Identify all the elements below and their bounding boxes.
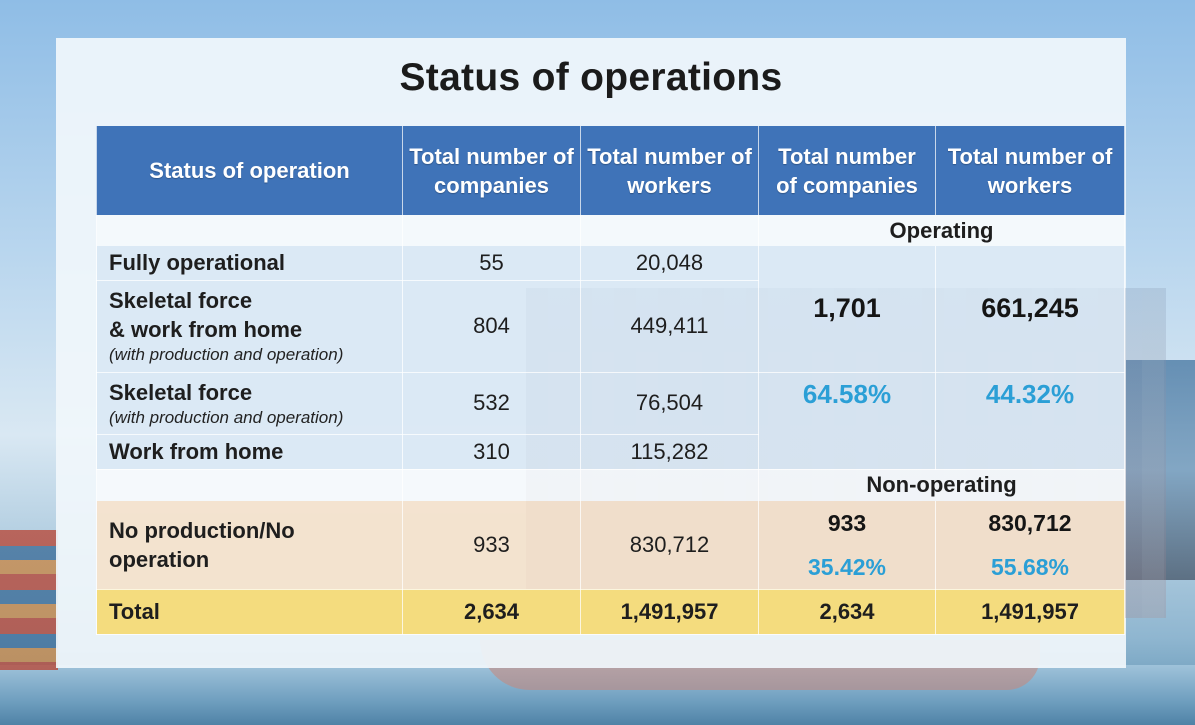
companies-cell: 55 [402, 246, 581, 281]
row-label: No production/No operation [96, 500, 403, 590]
background-ship-bow [1126, 360, 1195, 580]
workers-cell: 76,504 [580, 372, 759, 435]
workers-cell: 830,712 [580, 500, 759, 590]
table-row: No production/No operation 933 830,712 9… [96, 500, 1125, 590]
non-operating-section-row: Non-operating [96, 469, 1125, 501]
background-containers [0, 530, 58, 670]
row-label: Fully operational [96, 246, 403, 281]
header-companies: Total number of companies [402, 126, 581, 215]
total-workers-summary: 1,491,957 [935, 589, 1125, 635]
companies-cell: 933 [402, 500, 581, 590]
table-row: Fully operational 55 20,048 1,701 661,24… [96, 246, 1125, 373]
operating-companies-total: 1,701 [758, 246, 936, 373]
row-label: Work from home [96, 434, 403, 470]
companies-cell: 804 [402, 280, 581, 373]
table-row: Skeletal force & work from home (with pr… [96, 280, 1125, 373]
total-row: Total 2,634 1,491,957 2,634 1,491,957 [96, 589, 1125, 635]
header-status: Status of operation [96, 126, 403, 215]
row-label: Skeletal force & work from home (with pr… [96, 280, 403, 373]
workers-cell: 20,048 [580, 246, 759, 281]
non-operating-label: Non-operating [866, 472, 1017, 497]
page-title: Status of operations [399, 56, 783, 99]
operations-table: Status of operation Total number of comp… [96, 126, 1125, 635]
header-workers-summary: Total number of workers [935, 126, 1125, 215]
companies-cell: 532 [402, 372, 581, 435]
operating-companies-percent: 64.58% [758, 372, 936, 470]
non-operating-workers-summary: 830,712 55.68% [935, 500, 1125, 590]
total-companies: 2,634 [402, 589, 581, 635]
total-label: Total [96, 589, 403, 635]
table-row: Work from home 310 115,282 [96, 434, 1125, 470]
total-workers: 1,491,957 [580, 589, 759, 635]
header-companies-summary: Total number of companies [758, 126, 936, 215]
workers-cell: 449,411 [580, 280, 759, 373]
operating-label: Operating [889, 217, 994, 243]
row-label: Skeletal force (with production and oper… [96, 372, 403, 435]
header-workers: Total number of workers [580, 126, 759, 215]
companies-cell: 310 [402, 434, 581, 470]
total-companies-summary: 2,634 [758, 589, 936, 635]
operating-workers-total: 661,245 [935, 246, 1125, 373]
operating-workers-percent: 44.32% [935, 372, 1125, 470]
operating-section-row: Operating [96, 215, 1125, 246]
non-operating-companies-summary: 933 35.42% [758, 500, 936, 590]
header-row: Status of operation Total number of comp… [96, 126, 1125, 215]
infographic-panel: Status of operations Status of operation… [56, 38, 1166, 668]
table-row: Skeletal force (with production and oper… [96, 372, 1125, 470]
workers-cell: 115,282 [580, 434, 759, 470]
